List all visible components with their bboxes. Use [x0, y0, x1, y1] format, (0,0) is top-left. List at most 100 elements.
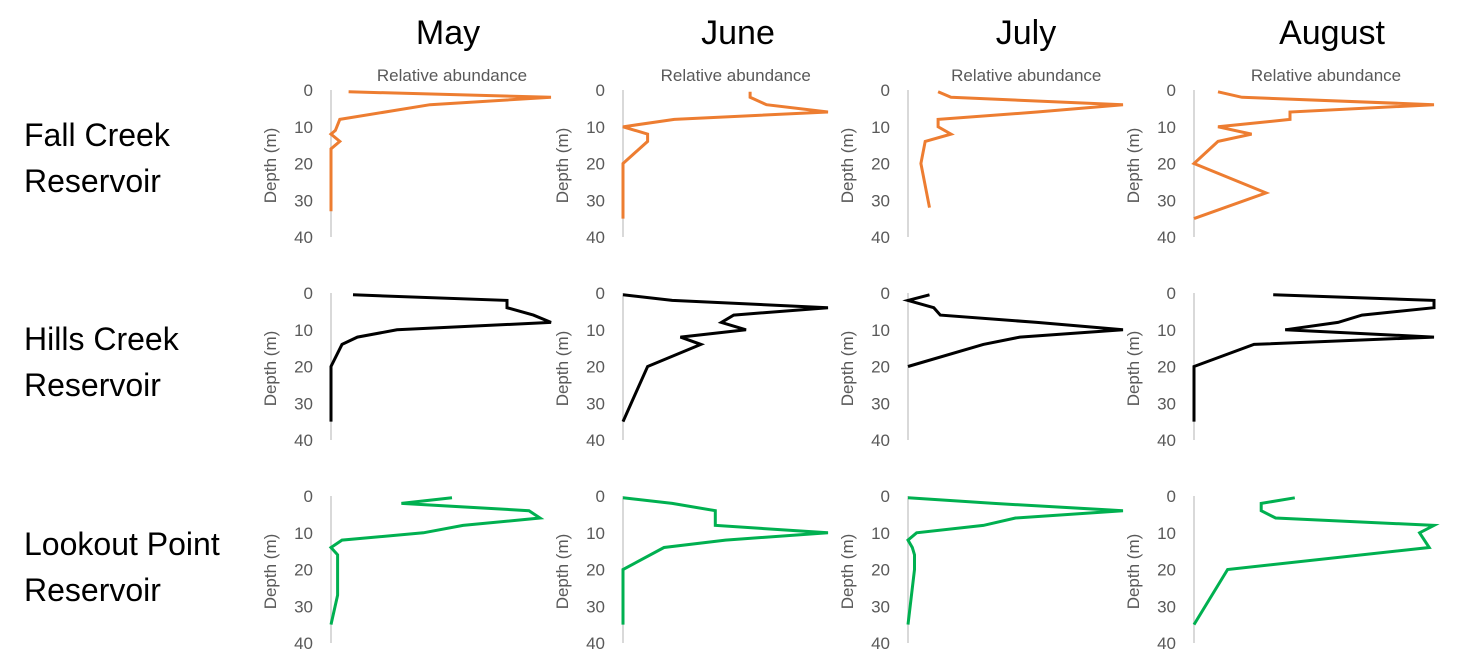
y-axis-title: Depth (m) — [261, 331, 280, 407]
month-title-august: August — [1279, 14, 1385, 52]
series-line — [328, 496, 545, 625]
panel-lookout-point-reservoir-june: 0 10 20 30 40 Depth (m) — [553, 487, 829, 653]
y-axis-title: Depth (m) — [553, 331, 572, 407]
panel-lookout-point-reservoir-july: 0 10 20 30 40 Depth (m) — [838, 487, 1124, 653]
y-tick-label: 30 — [1157, 191, 1176, 210]
y-tick-label: 20 — [586, 358, 605, 377]
y-tick-label: 0 — [304, 284, 313, 303]
row-label-lookout-point: Lookout Point Reservoir — [24, 521, 220, 613]
row-label-line1: Hills Creek — [24, 321, 179, 357]
y-tick-label: 0 — [881, 284, 890, 303]
y-tick-label: 40 — [1157, 634, 1176, 653]
y-tick-label: 0 — [304, 81, 313, 100]
y-tick-label: 20 — [871, 155, 890, 174]
y-tick-label: 10 — [871, 321, 890, 340]
month-title-july: July — [995, 14, 1057, 52]
y-tick-label: 10 — [586, 118, 605, 137]
y-tick-label: 0 — [596, 81, 605, 100]
panel-fall-creek-reservoir-july: 0 10 20 30 40 Depth (m) Relative abundance — [838, 66, 1124, 247]
y-tick-label: 40 — [586, 634, 605, 653]
y-tick-label: 40 — [871, 634, 890, 653]
y-tick-label: 20 — [294, 561, 313, 580]
series-line — [328, 90, 552, 212]
y-tick-label: 20 — [871, 561, 890, 580]
y-tick-label: 40 — [1157, 431, 1176, 450]
series-line — [621, 91, 829, 219]
row-label-fall-creek: Fall Creek Reservoir — [24, 112, 170, 204]
y-tick-label: 0 — [1167, 81, 1176, 100]
month-title-june: June — [701, 14, 775, 52]
panel-hills-creek-reservoir-july: 0 10 20 30 40 Depth (m) — [838, 284, 1124, 450]
series-line — [902, 293, 1124, 368]
y-tick-label: 40 — [586, 228, 605, 247]
y-tick-label: 30 — [871, 597, 890, 616]
row-label-line1: Lookout Point — [24, 526, 220, 562]
panel-hills-creek-reservoir-august: 0 10 20 30 40 Depth (m) — [1124, 284, 1436, 450]
y-tick-label: 20 — [294, 155, 313, 174]
y-tick-label: 40 — [294, 228, 313, 247]
series-line — [621, 496, 829, 625]
panel-fall-creek-reservoir-june: 0 10 20 30 40 Depth (m) Relative abundance — [553, 66, 829, 247]
row-label-line1: Fall Creek — [24, 117, 170, 153]
y-axis-title: Depth (m) — [1124, 128, 1143, 204]
y-tick-label: 40 — [1157, 228, 1176, 247]
y-tick-label: 40 — [871, 228, 890, 247]
y-tick-label: 20 — [586, 155, 605, 174]
y-tick-label: 10 — [294, 321, 313, 340]
y-axis-title: Depth (m) — [261, 128, 280, 204]
row-label-line2: Reservoir — [24, 572, 161, 608]
row-label-line2: Reservoir — [24, 163, 161, 199]
y-tick-label: 10 — [871, 118, 890, 137]
y-tick-label: 30 — [586, 597, 605, 616]
series-line — [1192, 496, 1440, 626]
y-tick-label: 30 — [871, 191, 890, 210]
y-tick-label: 0 — [881, 487, 890, 506]
y-axis-title: Depth (m) — [553, 534, 572, 610]
y-axis-title: Depth (m) — [553, 128, 572, 204]
y-tick-label: 0 — [881, 81, 890, 100]
y-tick-label: 40 — [294, 634, 313, 653]
panel-fall-creek-reservoir-august: 0 10 20 30 40 Depth (m) Relative abundance — [1124, 66, 1435, 247]
row-label-line2: Reservoir — [24, 367, 161, 403]
y-tick-label: 20 — [871, 358, 890, 377]
x-axis-title: Relative abundance — [661, 66, 811, 85]
y-tick-label: 20 — [1157, 561, 1176, 580]
y-tick-label: 10 — [1157, 118, 1176, 137]
x-axis-title: Relative abundance — [377, 66, 527, 85]
y-tick-label: 10 — [871, 524, 890, 543]
y-tick-label: 10 — [586, 321, 605, 340]
x-axis-title: Relative abundance — [1251, 66, 1401, 85]
panel-hills-creek-reservoir-may: 0 10 20 30 40 Depth (m) — [261, 284, 552, 450]
y-tick-label: 10 — [294, 524, 313, 543]
y-tick-label: 30 — [586, 394, 605, 413]
y-axis-title: Depth (m) — [1124, 331, 1143, 407]
y-tick-label: 30 — [294, 597, 313, 616]
series-line — [621, 293, 829, 423]
panel-hills-creek-reservoir-june: 0 10 20 30 40 Depth (m) — [553, 284, 829, 450]
month-title-may: May — [415, 14, 481, 52]
y-tick-label: 0 — [1167, 284, 1176, 303]
y-tick-label: 10 — [294, 118, 313, 137]
y-tick-label: 40 — [586, 431, 605, 450]
series-line — [919, 90, 1124, 208]
y-axis-title: Depth (m) — [838, 331, 857, 407]
y-tick-label: 40 — [871, 431, 890, 450]
x-axis-title: Relative abundance — [951, 66, 1101, 85]
y-tick-label: 30 — [871, 394, 890, 413]
series-line — [906, 496, 1124, 625]
y-tick-label: 30 — [294, 394, 313, 413]
series-line — [1191, 90, 1435, 221]
y-axis-title: Depth (m) — [261, 534, 280, 610]
y-axis-title: Depth (m) — [838, 534, 857, 610]
panel-lookout-point-reservoir-august: 0 10 20 30 40 Depth (m) — [1124, 487, 1440, 653]
y-tick-label: 30 — [1157, 394, 1176, 413]
y-axis-title: Depth (m) — [1124, 534, 1143, 610]
y-tick-label: 0 — [596, 487, 605, 506]
panel-fall-creek-reservoir-may: 0 10 20 30 40 Depth (m) Relative abundance — [261, 66, 552, 247]
y-tick-label: 0 — [304, 487, 313, 506]
y-tick-label: 30 — [586, 191, 605, 210]
y-tick-label: 20 — [294, 358, 313, 377]
y-axis-title: Depth (m) — [838, 128, 857, 204]
series-line — [329, 293, 552, 422]
